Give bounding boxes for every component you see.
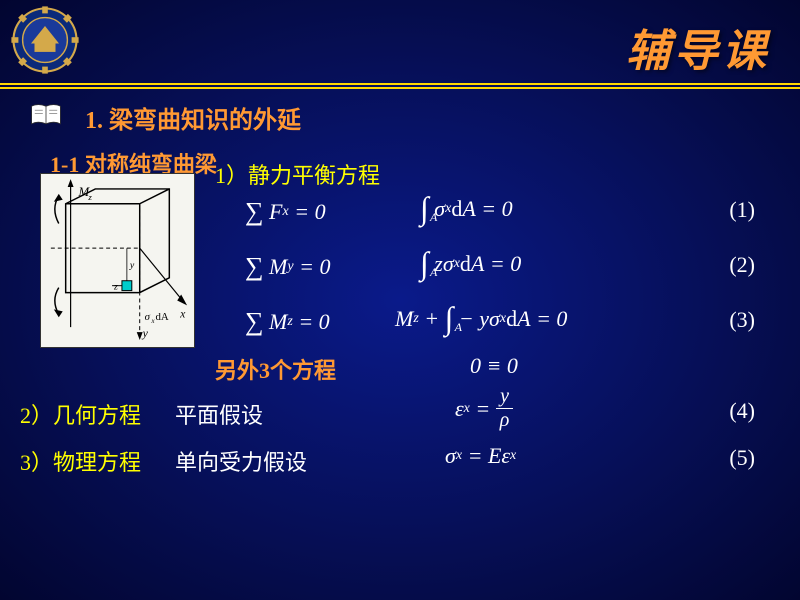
eq-3-left: ∑ Mz = 0 (245, 307, 330, 337)
eq-1-right: ∫A σxdA = 0 (420, 190, 513, 227)
beam-diagram: M z z y x y σ x dA (40, 173, 195, 348)
section-3-title: 3）物理方程 (20, 445, 141, 477)
svg-text:y: y (142, 326, 149, 340)
eq-2-num: (2) (729, 252, 755, 278)
eq-4-num: (4) (729, 398, 755, 424)
page-title: 辅导课 (626, 15, 770, 79)
eq-3-num: (3) (729, 307, 755, 333)
svg-text:z: z (87, 192, 92, 202)
university-logo (10, 5, 80, 75)
eq-5-num: (5) (729, 445, 755, 471)
eq-4: εx = yρ (455, 385, 513, 432)
extra-label: 另外3个方程 (215, 353, 336, 385)
eq-1-num: (1) (729, 197, 755, 223)
svg-text:y: y (129, 260, 135, 271)
eq-1-left: ∑ Fx = 0 (245, 197, 326, 227)
section-2-title: 2）几何方程 (20, 398, 141, 430)
svg-text:σ: σ (145, 311, 151, 323)
heading-1: 1. 梁弯曲知识的外延 (85, 100, 760, 135)
svg-text:dA: dA (156, 311, 169, 323)
section-2-assumption: 平面假设 (175, 398, 263, 430)
book-icon (30, 103, 62, 127)
section-1-title: 1）静力平衡方程 (215, 158, 380, 190)
eq-3-right: Mz + ∫A − yσxdA = 0 (395, 300, 567, 337)
extra-eq: 0 ≡ 0 (470, 353, 518, 379)
eq-2-right: ∫A zσxdA = 0 (420, 245, 521, 282)
frac-num: y (496, 385, 513, 409)
svg-text:x: x (179, 306, 186, 320)
header: 辅导课 (0, 0, 800, 85)
eq-2-left: ∑ My = 0 (245, 252, 330, 282)
section-3-assumption: 单向受力假设 (175, 445, 307, 477)
svg-text:z: z (113, 282, 118, 293)
content-area: 1. 梁弯曲知识的外延 1-1 对称纯弯曲梁 M z z y x y σ x d… (0, 85, 800, 194)
eq-5: σx = Eεx (445, 443, 516, 469)
frac-den: ρ (496, 409, 514, 432)
